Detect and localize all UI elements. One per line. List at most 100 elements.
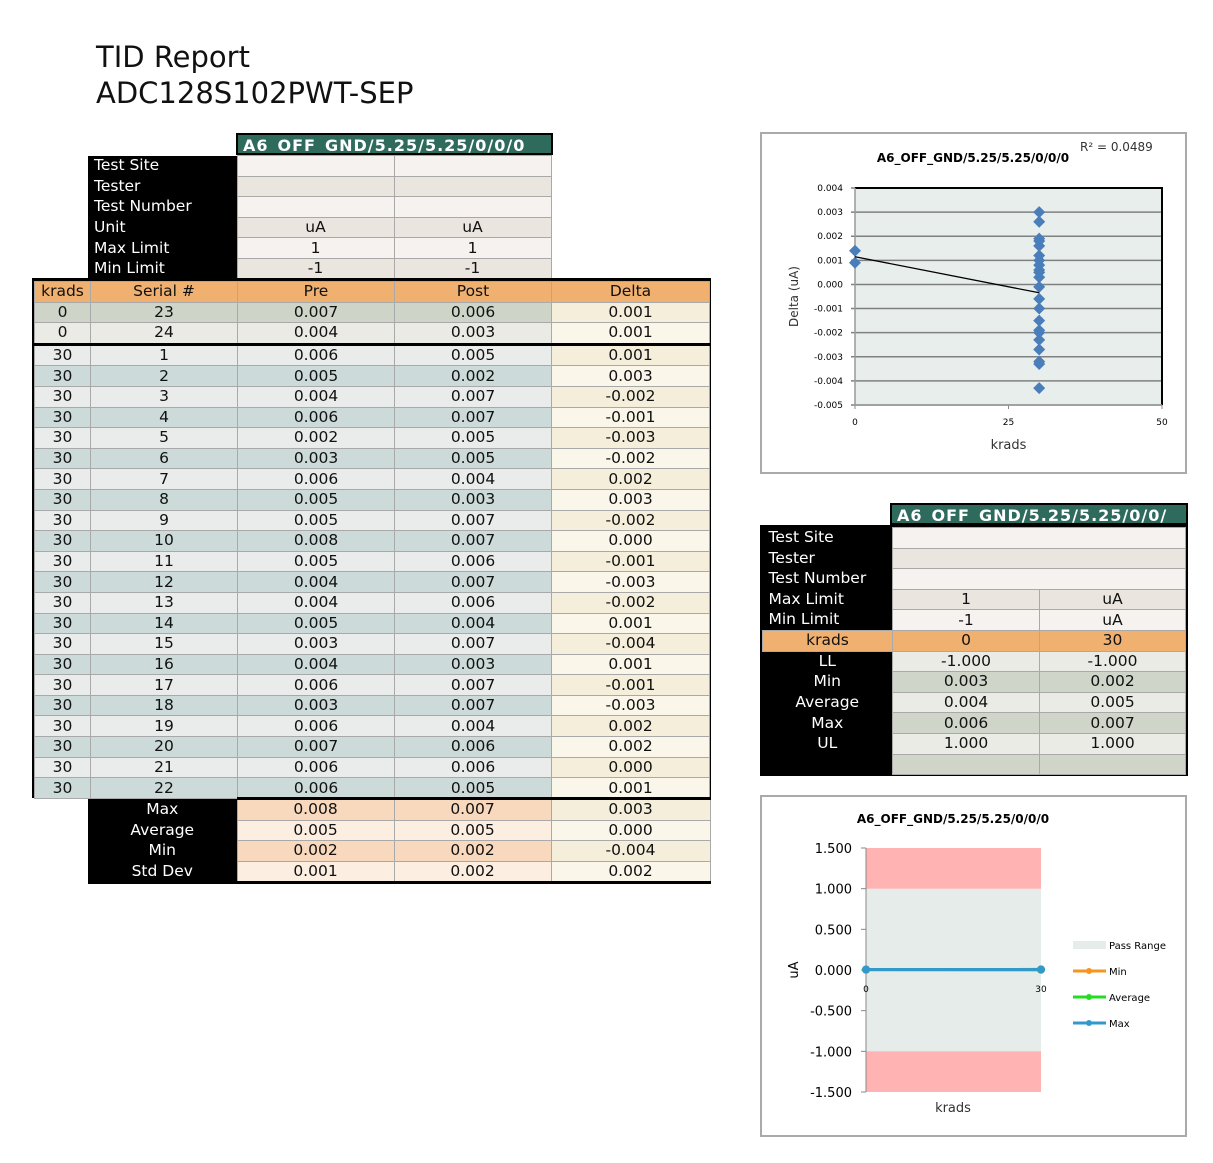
stats-row: Min 0.002 0.002 -0.004 [88,840,711,862]
pre-cell: 0.006 [237,342,395,367]
serial-cell: 2 [90,365,238,387]
serial-cell: 23 [90,301,238,324]
x-axis-label: krads [935,1101,971,1116]
pre-value [236,155,395,177]
y-tick-label: 0.000 [817,280,843,290]
serial-cell: 10 [90,530,238,552]
legend-swatch [1073,941,1106,949]
pre-value [236,196,395,218]
summary-b: 0.002 [1039,671,1186,693]
serial-cell: 21 [90,756,238,779]
post-cell: 0.003 [394,322,552,345]
stat-delta: 0.002 [550,860,711,884]
post-cell: 0.004 [394,715,552,738]
table-row: 30 20 0.007 0.006 0.002 [34,736,710,758]
summary-b: 0.007 [1039,712,1186,734]
krads-cell: 30 [34,571,91,593]
data-point [1033,239,1046,252]
table-row: 30 5 0.002 0.005 -0.003 [34,427,710,449]
table-row: 30 10 0.008 0.007 0.000 [34,530,710,552]
post-value: 1 [393,237,552,259]
summary-a: 0.003 [892,671,1040,693]
summary-row [762,753,1186,776]
summary-header-cell: 30 [1039,629,1186,652]
data-point [1033,302,1046,315]
y-tick-label: -0.005 [814,401,843,411]
table-row: 30 12 0.004 0.007 -0.003 [34,571,710,593]
post-cell: 0.006 [394,301,552,324]
summary-info-row: Min Limit -1 uA [762,609,1186,631]
stats-row: Std Dev 0.001 0.002 0.002 [88,860,711,884]
krads-cell: 30 [34,756,91,779]
delta-cell: 0.001 [551,301,710,324]
y-tick-label: 0.004 [817,184,843,194]
data-point [849,256,861,269]
krads-cell: 30 [34,694,91,717]
info-row: Unit uA uA [88,216,552,239]
pre-cell: 0.005 [237,550,395,573]
table-row: 30 21 0.006 0.006 0.000 [34,756,710,779]
delta-cell: -0.003 [551,427,710,449]
stat-pre: 0.005 [236,819,395,842]
summary-info-row: Tester [762,547,1186,570]
post-cell: 0.007 [394,633,552,655]
summary-row-label: LL [762,651,893,672]
table-row: 30 18 0.003 0.007 -0.003 [34,694,710,717]
pre-cell: 0.004 [237,322,395,345]
data-point [1033,343,1046,356]
serial-cell: 5 [90,427,238,449]
post-cell: 0.005 [394,447,552,470]
krads-cell: 0 [34,301,91,324]
info-label: Max Limit [88,237,237,259]
y-tick-label: -1.000 [810,1045,852,1060]
table-row: 30 6 0.003 0.005 -0.002 [34,447,710,470]
post-cell: 0.004 [394,612,552,635]
info-label: Test Number [88,196,237,218]
post-value: -1 [393,257,552,280]
post-value [393,175,552,198]
post-cell: 0.005 [394,777,552,799]
legend-marker [1086,968,1092,974]
krads-cell: 30 [34,365,91,387]
krads-cell: 30 [34,633,91,655]
serial-cell: 12 [90,571,238,593]
post-cell: 0.007 [394,530,552,552]
delta-cell: 0.001 [551,653,710,676]
y-tick-label: 1.500 [815,842,852,857]
info-row: Max Limit 1 1 [88,237,552,259]
summary-a [892,547,1186,570]
post-cell: 0.003 [394,488,552,511]
info-row: Min Limit -1 -1 [88,257,552,280]
info-row: Test Number [88,196,552,218]
y-tick-label: -0.001 [814,305,843,315]
krads-cell: 30 [34,488,91,511]
post-value: uA [393,216,552,239]
summary-label: Min Limit [762,609,893,631]
delta-cell: -0.002 [551,509,710,532]
post-cell: 0.004 [394,468,552,490]
delta-cell: 0.001 [551,612,710,635]
table-row: 30 2 0.005 0.002 0.003 [34,365,710,387]
table-row: 30 13 0.004 0.006 -0.002 [34,591,710,614]
x-tick-label: 0 [863,985,869,995]
krads-cell: 30 [34,612,91,635]
pre-cell: 0.005 [237,612,395,635]
krads-cell: 30 [34,530,91,552]
pre-cell: 0.005 [237,365,395,387]
column-header: Delta [551,281,710,303]
summary-a: 0.006 [892,712,1040,734]
krads-cell: 0 [34,322,91,345]
krads-cell: 30 [34,777,91,799]
serial-cell: 19 [90,715,238,738]
summary-b: uA [1039,609,1186,631]
pre-cell: 0.004 [237,571,395,593]
summary-b: uA [1039,588,1186,611]
stat-pre: 0.002 [236,840,395,862]
stat-delta: 0.000 [550,819,711,842]
krads-cell: 30 [34,715,91,738]
delta-cell: -0.003 [551,694,710,717]
pre-cell: 0.006 [237,406,395,429]
table-row: 30 11 0.005 0.006 -0.001 [34,550,710,573]
krads-cell: 30 [34,406,91,429]
summary-header: krads 0 30 [762,629,1186,652]
